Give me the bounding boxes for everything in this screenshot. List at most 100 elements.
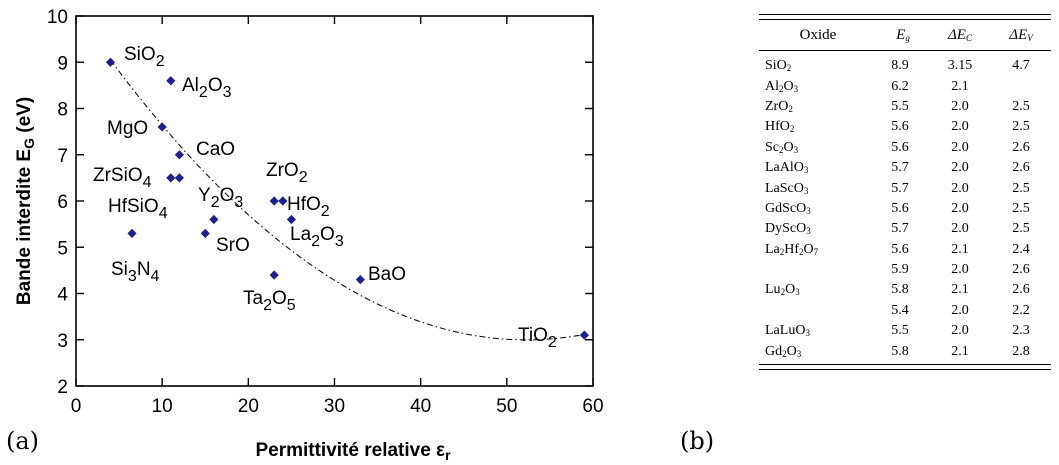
data-point xyxy=(127,228,137,238)
y-tick-label: 5 xyxy=(57,238,68,259)
point-label-zro2: ZrO2 xyxy=(266,160,308,186)
table-row: HfO2 5.6 2.0 2.5 xyxy=(759,117,1051,137)
data-point xyxy=(157,122,167,132)
table-cell: 2.4 xyxy=(1012,241,1030,257)
table-cell: LaAlO3 xyxy=(765,160,809,176)
table-cell: 2.5 xyxy=(1012,221,1030,237)
data-point xyxy=(200,228,210,238)
table-row: DyScO3 5.7 2.0 2.5 xyxy=(759,219,1051,239)
table-cell: 4.7 xyxy=(1012,58,1030,74)
table-cell: 5.5 xyxy=(891,98,909,114)
table-cell: 2.0 xyxy=(951,180,969,196)
point-label-hfsio4: HfSiO4 xyxy=(108,196,168,222)
table-cell: 2.0 xyxy=(951,221,969,237)
table-cell: 5.6 xyxy=(891,241,909,257)
table-cell: SiO2 xyxy=(765,58,792,74)
point-label-bao: BaO xyxy=(368,264,406,285)
table-header-cell: Eg xyxy=(896,26,910,43)
table-cell: 2.3 xyxy=(1012,323,1030,339)
table-cell: 2.5 xyxy=(1012,119,1030,135)
table-cell: 2.5 xyxy=(1012,98,1030,114)
table-cell: 2.0 xyxy=(951,323,969,339)
table-header-row: Oxide Eg ΔEC ΔEV xyxy=(759,20,1051,50)
table-top-rule xyxy=(759,14,1051,20)
data-point xyxy=(174,173,184,183)
x-tick-label: 30 xyxy=(324,396,345,417)
x-axis-label: Permittivité relative εr xyxy=(255,440,451,463)
table-cell: Gd2O3 xyxy=(765,343,802,359)
table-cell: 2.0 xyxy=(951,98,969,114)
table-row: 5.9 2.0 2.6 xyxy=(759,260,1051,280)
table-cell: LaLuO3 xyxy=(765,323,810,339)
point-label-sro: SrO xyxy=(216,235,250,256)
table-cell: Al2O3 xyxy=(765,78,799,94)
y-tick-label: 4 xyxy=(57,285,68,306)
table-cell: 5.9 xyxy=(891,262,909,278)
table-cell: 3.15 xyxy=(947,58,973,74)
table-bottom-rule xyxy=(759,363,1051,370)
x-tick-label: 40 xyxy=(410,396,431,417)
point-label-y2o3: Y2O3 xyxy=(198,185,243,211)
data-point xyxy=(355,275,365,285)
data-point xyxy=(286,214,297,225)
point-label-cao: CaO xyxy=(196,139,235,160)
trend-line xyxy=(110,59,585,341)
point-label-zrsio4: ZrSiO4 xyxy=(93,165,152,191)
table-row: LaScO3 5.7 2.0 2.5 xyxy=(759,178,1051,198)
data-point xyxy=(105,57,116,67)
data-point xyxy=(166,76,176,86)
x-tick-label: 20 xyxy=(238,396,259,417)
table-cell: 2.0 xyxy=(951,200,969,216)
table-cell: Lu2O3 xyxy=(765,282,800,298)
point-label-mgo: MgO xyxy=(107,118,148,139)
table-row: La2Hf2O7 5.6 2.1 2.4 xyxy=(759,240,1051,260)
data-point xyxy=(278,196,288,206)
table-cell: 2.6 xyxy=(1012,262,1030,278)
table-cell: 5.6 xyxy=(891,119,909,135)
panel-label-a: (a) xyxy=(6,427,40,455)
x-tick-label: 0 xyxy=(71,396,82,417)
table-cell: 2.6 xyxy=(1012,160,1030,176)
table-cell: ZrO2 xyxy=(765,98,793,114)
point-label-ta2o5: Ta2O5 xyxy=(243,288,296,314)
panel-label-b: (b) xyxy=(680,427,715,455)
x-tick-label: 60 xyxy=(582,396,603,417)
table-cell: 8.9 xyxy=(891,58,909,74)
table-cell: 5.4 xyxy=(891,302,909,318)
table-header-cell: ΔEV xyxy=(1009,26,1033,43)
table-cell: 2.8 xyxy=(1012,343,1030,359)
point-label-tio2: TiO2 xyxy=(518,325,557,351)
table-header-cell: ΔEC xyxy=(948,26,972,43)
oxide-table: Oxide Eg ΔEC ΔEV SiO2 8.9 3.15 4.7 Al2O3 6.2 2.1 Z… xyxy=(759,14,1051,370)
table-cell: 2.1 xyxy=(951,241,969,257)
table-cell: 2.2 xyxy=(1012,302,1030,318)
table-cell: Sc2O3 xyxy=(765,139,799,155)
y-axis-label: Bande interdite EG (eV) xyxy=(14,97,37,305)
table-cell: HfO2 xyxy=(765,119,795,135)
table-row: 5.4 2.0 2.2 xyxy=(759,301,1051,321)
table-row: GdScO3 5.6 2.0 2.5 xyxy=(759,199,1051,219)
table-cell: 2.0 xyxy=(951,160,969,176)
table-cell: 5.5 xyxy=(891,323,909,339)
y-tick-label: 2 xyxy=(57,377,68,398)
table-cell: 6.2 xyxy=(891,78,909,94)
table-cell: 2.1 xyxy=(951,343,969,359)
data-point xyxy=(579,330,589,340)
table-row: Gd2O3 5.8 2.1 2.8 xyxy=(759,341,1051,361)
table-header-rule xyxy=(759,50,1051,51)
table-cell: 5.7 xyxy=(891,180,909,196)
y-tick-label: 7 xyxy=(57,146,68,167)
table-cell: 5.6 xyxy=(891,200,909,216)
table-cell: DyScO3 xyxy=(765,221,811,237)
point-label-hfo2: HfO2 xyxy=(287,194,330,220)
table-cell: 2.6 xyxy=(1012,139,1030,155)
data-point xyxy=(166,173,176,183)
point-label-sio2: SiO2 xyxy=(124,44,165,70)
table-cell: 2.1 xyxy=(951,282,969,298)
y-tick-label: 6 xyxy=(57,192,68,213)
x-tick-label: 10 xyxy=(152,396,173,417)
y-tick-label: 9 xyxy=(57,53,68,74)
point-label-al2o3: Al2O3 xyxy=(182,75,232,101)
scatter-chart: 0 10 20 30 40 50 60 2 3 4 5 6 7 8 9 10 Permittivité rel… xyxy=(14,7,604,463)
table-cell: 2.0 xyxy=(951,139,969,155)
